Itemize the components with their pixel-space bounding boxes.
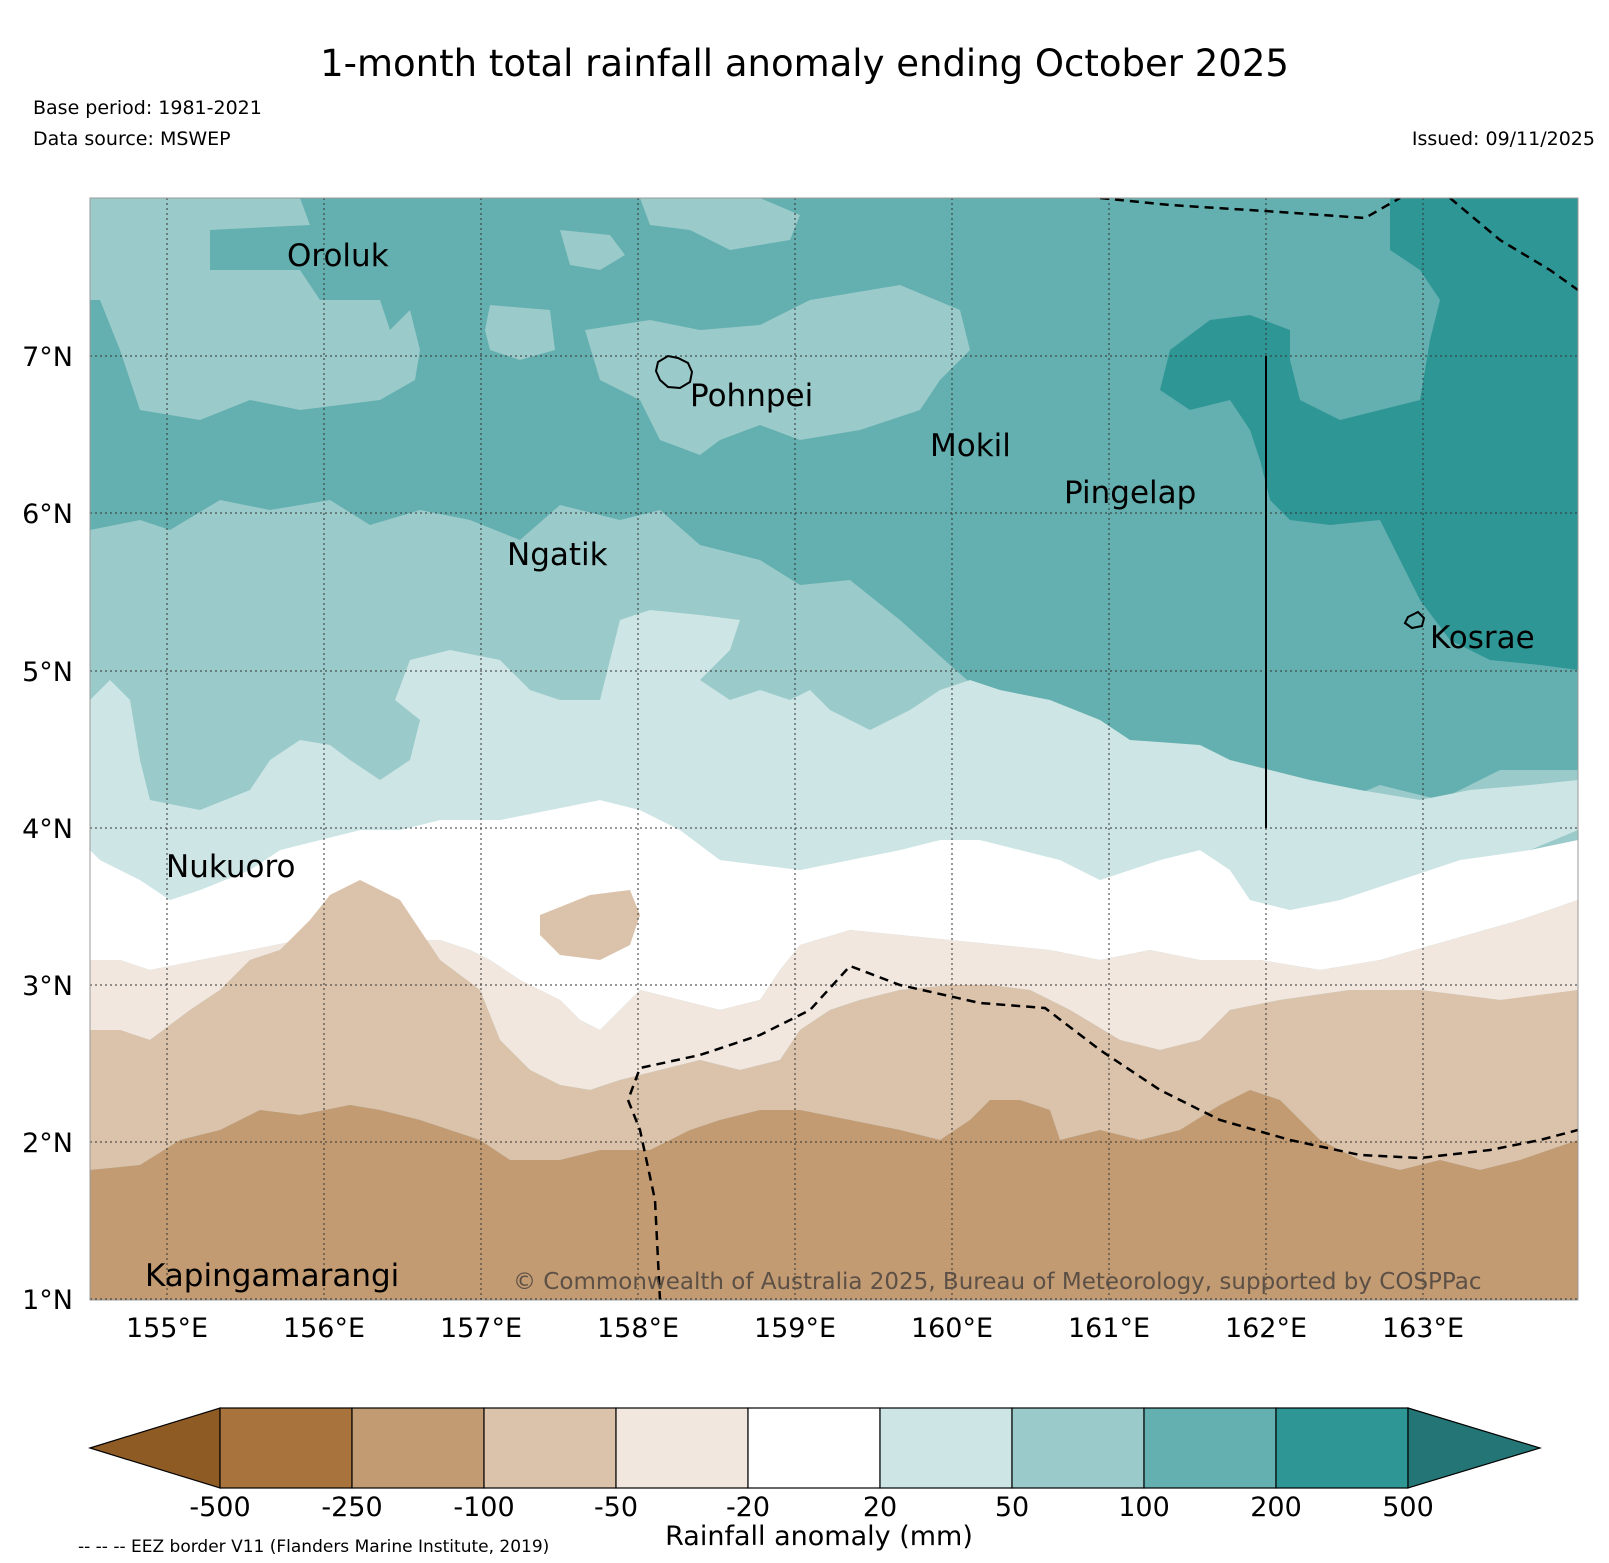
lon-tick-158e: 158°E bbox=[597, 1313, 679, 1344]
legend-swatch bbox=[1275, 1407, 1409, 1489]
legend-tick-label: -50 bbox=[594, 1492, 638, 1523]
legend-tick-label: 200 bbox=[1250, 1492, 1302, 1523]
lat-tick-7n: 7°N bbox=[22, 342, 73, 373]
lon-tick-162e: 162°E bbox=[1225, 1313, 1307, 1344]
eez-legend-note: -- -- -- EEZ border V11 (Flanders Marine… bbox=[78, 1537, 549, 1557]
lon-tick-161e: 161°E bbox=[1068, 1313, 1150, 1344]
legend-swatch bbox=[351, 1407, 485, 1489]
lat-tick-1n: 1°N bbox=[22, 1285, 73, 1316]
place-label-ngatik: Ngatik bbox=[507, 537, 608, 573]
legend-swatch bbox=[747, 1407, 881, 1489]
place-label-mokil: Mokil bbox=[930, 428, 1011, 464]
rainfall-anomaly-field bbox=[90, 198, 1578, 1300]
legend-ticks: -500 -250 -100 -50 -20 20 50 100 200 500 bbox=[189, 1492, 1433, 1523]
lon-tick-157e: 157°E bbox=[440, 1313, 522, 1344]
legend-colorbar bbox=[87, 1407, 1543, 1489]
copyright-text: © Commonwealth of Australia 2025, Bureau… bbox=[513, 1269, 1482, 1295]
lon-tick-159e: 159°E bbox=[754, 1313, 836, 1344]
place-label-kosrae: Kosrae bbox=[1430, 620, 1535, 656]
lat-tick-2n: 2°N bbox=[22, 1128, 73, 1159]
band-50-100 bbox=[560, 230, 625, 270]
legend-tick-label: 500 bbox=[1382, 1492, 1434, 1523]
legend-swatch bbox=[483, 1407, 617, 1489]
legend-title: Rainfall anomaly (mm) bbox=[665, 1521, 973, 1552]
band-neg20-20 bbox=[90, 800, 1578, 1030]
legend-swatch bbox=[219, 1407, 353, 1489]
issued-date: Issued: 09/11/2025 bbox=[1411, 128, 1595, 150]
lat-tick-4n: 4°N bbox=[22, 814, 73, 845]
legend-extend-high bbox=[1407, 1407, 1543, 1489]
kosrae-island bbox=[1403, 610, 1426, 630]
legend-tick-label: 100 bbox=[1118, 1492, 1170, 1523]
base-period: Base period: 1981-2021 bbox=[33, 97, 262, 119]
place-label-kapingamarangi: Kapingamarangi bbox=[145, 1258, 399, 1294]
place-label-nukuoro: Nukuoro bbox=[166, 849, 295, 885]
lon-tick-163e: 163°E bbox=[1382, 1313, 1464, 1344]
legend-swatch bbox=[1011, 1407, 1145, 1489]
legend-extend-low bbox=[87, 1407, 221, 1489]
eez-border bbox=[626, 198, 1578, 1300]
legend-swatch bbox=[1143, 1407, 1277, 1489]
place-label-pohnpei: Pohnpei bbox=[690, 378, 813, 414]
data-source: Data source: MSWEP bbox=[33, 128, 231, 150]
place-label-oroluk: Oroluk bbox=[287, 238, 389, 274]
band-neg100-neg50 bbox=[90, 880, 1578, 1170]
band-neg100-neg50 bbox=[540, 890, 640, 960]
legend-tick-label: 50 bbox=[995, 1492, 1029, 1523]
legend-tick-label: -500 bbox=[189, 1492, 250, 1523]
band-20-50 bbox=[90, 610, 1578, 910]
legend-swatch bbox=[615, 1407, 749, 1489]
lon-tick-156e: 156°E bbox=[283, 1313, 365, 1344]
pohnpei-island bbox=[654, 354, 694, 390]
band-200-500 bbox=[1160, 198, 1578, 670]
legend-tick-label: -100 bbox=[453, 1492, 514, 1523]
lat-tick-5n: 5°N bbox=[22, 657, 73, 688]
map-frame bbox=[89, 197, 1579, 1301]
legend-tick-label: -250 bbox=[321, 1492, 382, 1523]
chart-title: 1-month total rainfall anomaly ending Oc… bbox=[320, 42, 1289, 85]
lon-tick-155e: 155°E bbox=[126, 1313, 208, 1344]
lon-tick-160e: 160°E bbox=[911, 1313, 993, 1344]
legend-tick-label: -20 bbox=[726, 1492, 770, 1523]
lat-tick-3n: 3°N bbox=[22, 971, 73, 1002]
band-50-100 bbox=[485, 305, 555, 360]
band-50-100 bbox=[90, 198, 420, 420]
place-label-pingelap: Pingelap bbox=[1064, 475, 1196, 511]
legend-swatch bbox=[879, 1407, 1013, 1489]
lat-tick-6n: 6°N bbox=[22, 499, 73, 530]
band-50-100 bbox=[585, 285, 970, 455]
band-50-100 bbox=[640, 198, 800, 250]
legend-tick-label: 20 bbox=[863, 1492, 897, 1523]
